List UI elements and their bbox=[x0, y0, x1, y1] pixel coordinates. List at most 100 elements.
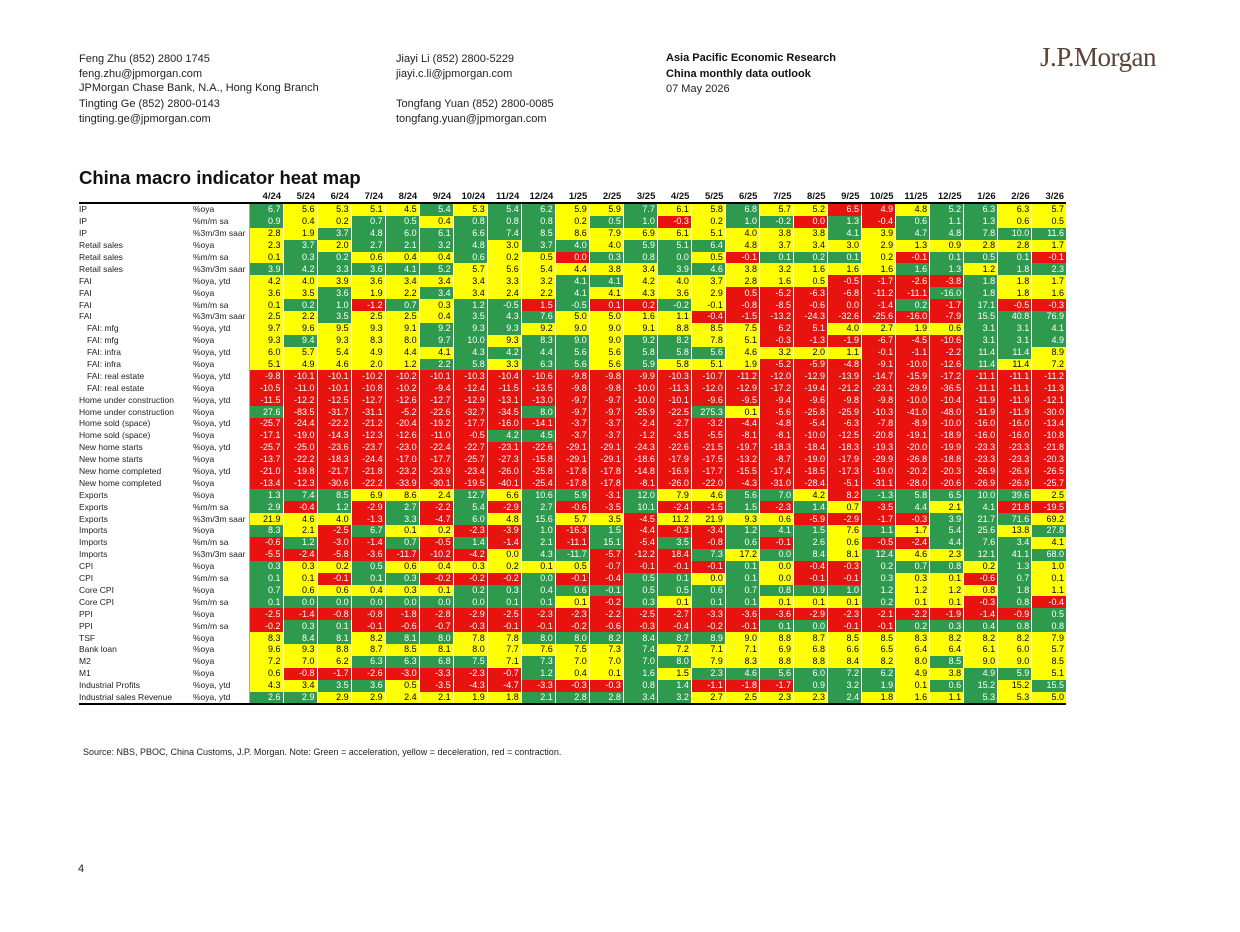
heat-cell: -15.9 bbox=[895, 370, 930, 383]
heat-cell: 0.4 bbox=[350, 584, 386, 597]
heat-cell: -22.4 bbox=[418, 441, 454, 454]
heat-cell: -20.0 bbox=[895, 441, 930, 454]
heat-cell: 0.6 bbox=[758, 513, 794, 526]
heat-cell: 9.0 bbox=[588, 334, 624, 347]
heat-cell: -17.8 bbox=[588, 465, 624, 478]
table-row: New home starts %oya -13.7 -22.2 -18.3 -24.4-… bbox=[79, 453, 1066, 466]
row-unit: %m/m sa bbox=[193, 251, 250, 264]
heat-cell: 6.3 bbox=[350, 655, 386, 668]
author-line: Tingting Ge (852) 2800-0143 bbox=[79, 98, 220, 110]
heat-cell: -17.2 bbox=[929, 370, 964, 383]
heat-cell: -13.5 bbox=[520, 382, 556, 395]
heat-cell: 2.3 bbox=[1031, 263, 1066, 276]
heat-cell: 9.3 bbox=[452, 322, 488, 335]
heat-cell: 11.2 bbox=[656, 513, 692, 526]
heat-cell: -26.9 bbox=[997, 465, 1032, 478]
row-label: Core CPI bbox=[79, 596, 114, 607]
heat-cell: -13.2 bbox=[758, 311, 794, 323]
heat-cell: -8.9 bbox=[895, 418, 930, 430]
heat-cell: 4.6 bbox=[690, 263, 726, 276]
heat-cell: -19.5 bbox=[1031, 501, 1066, 514]
row-label: Retail sales bbox=[79, 240, 123, 251]
heat-cell: 2.8 bbox=[588, 691, 624, 706]
heat-cell: 2.3 bbox=[929, 548, 964, 561]
heat-cell: 0.1 bbox=[997, 251, 1032, 264]
row-unit: %oya bbox=[193, 560, 250, 573]
heat-cell: -0.5 bbox=[486, 299, 522, 312]
heat-cell: 0.0 bbox=[384, 596, 420, 609]
heat-cell: 1.3 bbox=[997, 560, 1032, 573]
heat-cell: 4.4 bbox=[554, 263, 590, 276]
heat-cell: -3.3 bbox=[418, 667, 454, 680]
heat-cell: -3.7 bbox=[588, 429, 624, 442]
heat-cell: 4.9 bbox=[861, 203, 896, 216]
heat-cell: 5.8 bbox=[622, 346, 658, 359]
heat-cell: 6.7 bbox=[248, 203, 284, 216]
heat-cell: -5.2 bbox=[758, 287, 794, 300]
column-header: 10/25 bbox=[861, 191, 896, 204]
heat-cell: 5.6 bbox=[758, 667, 794, 680]
heat-cell: -28.0 bbox=[895, 477, 930, 490]
heat-cell: 17.1 bbox=[963, 299, 998, 312]
heat-cell: -9.8 bbox=[861, 394, 896, 407]
heat-cell: 17.2 bbox=[724, 548, 760, 561]
heat-cell: 1.9 bbox=[895, 322, 930, 335]
heat-cell: -18.3 bbox=[316, 453, 352, 466]
heat-cell: 0.3 bbox=[861, 572, 896, 585]
heat-cell: -11.1 bbox=[554, 536, 590, 549]
heat-cell: -2.3 bbox=[827, 608, 862, 621]
author-email[interactable]: tingting.ge@jpmorgan.com bbox=[79, 112, 211, 125]
table-row: FAI: real estate %oya, ytd -9.8 -10.1 -10.1-… bbox=[79, 370, 1066, 383]
heat-cell: -2.3 bbox=[554, 608, 590, 621]
heat-cell: -24.4 bbox=[350, 453, 386, 466]
heat-cell: 0.0 bbox=[316, 596, 352, 609]
table-row: M2 %oya 7.2 7.0 6.2 6.3 6.3 6.8 7.5 7.1 7.3 7.0 7.0 7… bbox=[79, 655, 1066, 668]
heat-cell: -13.7 bbox=[248, 453, 284, 466]
heat-cell: -0.1 bbox=[316, 572, 352, 585]
heat-cell: 2.9 bbox=[350, 691, 386, 706]
heat-cell: 0.1 bbox=[248, 299, 284, 312]
author-email[interactable]: jiayi.c.li@jpmorgan.com bbox=[396, 67, 513, 80]
heat-cell: 5.9 bbox=[622, 358, 658, 371]
heat-cell: 5.0 bbox=[1031, 691, 1066, 706]
heat-cell: -0.1 bbox=[895, 251, 930, 264]
heat-cell: -25.7 bbox=[248, 441, 284, 454]
heat-cell: 6.3 bbox=[997, 203, 1032, 216]
author-email[interactable]: tongfang.yuan@jpmorgan.com bbox=[396, 112, 547, 125]
heat-cell: 4.1 bbox=[554, 287, 590, 300]
heat-cell: 0.9 bbox=[792, 679, 828, 692]
heat-cell: -8.1 bbox=[758, 429, 794, 442]
heat-cell: -2.8 bbox=[418, 608, 454, 621]
heat-cell: -5.2 bbox=[758, 358, 794, 371]
heat-cell: 2.8 bbox=[724, 275, 760, 288]
row-label: M2 bbox=[79, 656, 91, 667]
row-label: PPI bbox=[79, 608, 93, 619]
heat-cell: 7.3 bbox=[588, 643, 624, 656]
heat-cell: -3.6 bbox=[350, 548, 386, 561]
heat-cell: 10.0 bbox=[963, 489, 998, 502]
heat-cell: 27.8 bbox=[1031, 525, 1066, 537]
heat-cell: 0.8 bbox=[622, 679, 658, 692]
heat-cell: 10.0 bbox=[997, 227, 1032, 240]
heat-cell: -0.6 bbox=[588, 620, 624, 633]
heat-cell: 7.1 bbox=[486, 655, 522, 668]
heat-cell: 2.3 bbox=[248, 239, 284, 252]
heat-cell: 0.6 bbox=[452, 251, 488, 264]
heat-cell: 0.5 bbox=[792, 275, 828, 288]
row-label: Bank loan bbox=[79, 644, 117, 655]
heat-cell: -19.0 bbox=[282, 429, 318, 442]
column-header: 6/24 bbox=[317, 191, 352, 204]
heat-cell: 1.6 bbox=[758, 275, 794, 288]
heat-cell: 1.6 bbox=[622, 667, 658, 680]
heat-cell: 6.2 bbox=[520, 203, 556, 216]
heat-cell: 1.1 bbox=[929, 691, 964, 706]
table-row: CPI %oya 0.3 0.3 0.2 0.5 0.6 0.4 0.3 0.2 0.1 0.5 -0.… bbox=[79, 560, 1066, 573]
heat-cell: -36.5 bbox=[929, 382, 964, 395]
author-email[interactable]: feng.zhu@jpmorgan.com bbox=[79, 67, 203, 80]
heat-cell: -3.5 bbox=[588, 501, 624, 514]
heat-cell: 4.3 bbox=[486, 311, 522, 323]
research-info: Asia Pacific Economic Research China mon… bbox=[666, 51, 836, 98]
heat-cell: 4.9 bbox=[963, 667, 998, 680]
heat-cell: 0.0 bbox=[452, 596, 488, 609]
heat-cell: -16.3 bbox=[554, 525, 590, 537]
